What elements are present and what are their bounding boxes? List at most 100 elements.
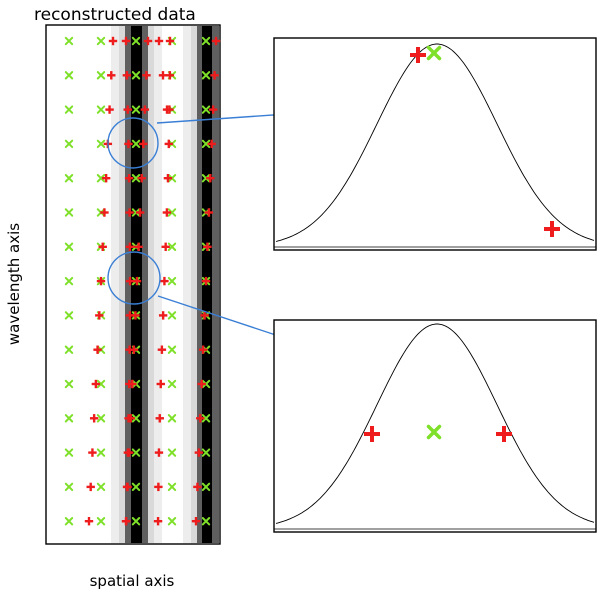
red-marker — [196, 414, 205, 423]
stripe-11 — [212, 26, 219, 543]
red-marker — [163, 174, 173, 183]
green-marker — [96, 105, 106, 114]
green-marker — [96, 139, 106, 149]
green-marker — [131, 414, 141, 423]
green-marker — [131, 71, 141, 80]
x-axis-label: spatial axis — [90, 572, 175, 590]
stripe-4 — [142, 26, 148, 543]
green-marker — [64, 71, 74, 80]
red-marker — [91, 379, 101, 389]
green-marker — [96, 414, 106, 423]
red-marker — [140, 105, 150, 114]
green-marker — [64, 105, 74, 114]
red-marker — [89, 414, 99, 423]
stripe-1 — [119, 26, 125, 543]
green-marker — [64, 311, 74, 320]
green-marker — [64, 345, 74, 354]
highlight-circle-upper — [107, 117, 159, 169]
green-marker — [64, 448, 74, 457]
red-marker — [100, 208, 109, 217]
red-marker — [142, 71, 151, 80]
green-marker — [201, 379, 211, 389]
red-marker — [154, 448, 164, 457]
green-marker — [64, 517, 74, 526]
red-marker — [161, 242, 170, 251]
red-marker — [157, 345, 167, 354]
green-marker — [96, 482, 106, 492]
red-marker — [122, 71, 132, 80]
profile-panel-lower — [273, 319, 597, 533]
green-marker — [96, 448, 106, 457]
green-marker — [201, 517, 211, 526]
green-marker — [201, 105, 211, 114]
green-marker — [64, 379, 74, 389]
red-marker — [129, 345, 139, 354]
green-marker — [167, 311, 177, 320]
red-marker — [194, 448, 204, 457]
red-marker — [107, 71, 116, 80]
green-marker — [96, 36, 106, 46]
red-marker — [153, 517, 163, 526]
tail-red-marker — [544, 221, 560, 237]
red-marker — [211, 36, 221, 46]
red-marker — [191, 517, 201, 526]
green-marker — [131, 139, 141, 149]
stripe-0 — [111, 26, 119, 543]
green-marker — [96, 71, 106, 80]
green-marker — [64, 36, 74, 46]
red-marker — [121, 36, 131, 46]
green-marker — [201, 414, 211, 423]
red-marker — [134, 242, 143, 251]
red-marker — [128, 379, 137, 389]
green-marker — [167, 517, 177, 526]
green-marker — [64, 414, 74, 423]
green-marker — [64, 174, 74, 183]
red-marker — [131, 311, 140, 320]
red-marker — [193, 482, 202, 492]
red-marker — [162, 208, 172, 217]
center-green-marker — [426, 424, 442, 440]
red-marker — [158, 311, 168, 320]
green-marker — [167, 276, 177, 286]
red-marker — [125, 276, 135, 286]
red-marker — [124, 448, 134, 457]
green-marker — [201, 71, 211, 80]
green-marker — [201, 482, 211, 492]
red-marker — [108, 36, 118, 46]
green-marker — [64, 276, 74, 286]
green-marker — [96, 174, 106, 183]
red-marker — [135, 208, 145, 217]
red-marker — [98, 242, 107, 251]
red-marker — [204, 208, 214, 217]
red-marker — [84, 517, 94, 526]
red-marker — [200, 311, 209, 320]
red-marker — [121, 517, 131, 526]
green-marker — [201, 36, 211, 46]
green-marker — [167, 208, 177, 217]
red-marker — [124, 174, 134, 183]
green-marker — [64, 208, 74, 217]
green-marker — [201, 139, 211, 149]
red-marker — [154, 36, 164, 46]
red-marker — [123, 105, 132, 114]
stripe-9 — [197, 26, 202, 543]
green-marker — [201, 448, 211, 457]
green-marker — [131, 517, 141, 526]
red-marker — [160, 276, 169, 286]
profile-markers-lower — [364, 424, 512, 442]
green-marker — [167, 345, 177, 354]
red-marker — [93, 345, 102, 354]
red-marker — [101, 174, 111, 183]
green-marker — [201, 174, 211, 183]
left-red-marker — [364, 426, 380, 442]
gaussian-curve-lower — [275, 323, 595, 524]
green-marker — [64, 482, 74, 492]
red-marker — [137, 174, 146, 183]
green-marker — [131, 174, 141, 183]
green-marker — [167, 448, 177, 457]
red-marker — [203, 242, 212, 251]
red-marker — [207, 139, 216, 149]
red-marker — [156, 379, 165, 389]
green-marker — [64, 139, 74, 149]
